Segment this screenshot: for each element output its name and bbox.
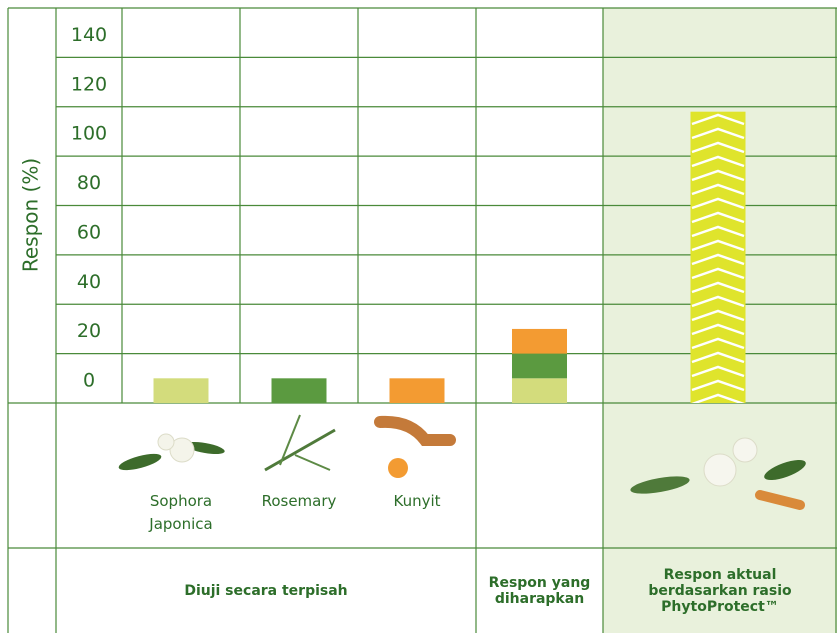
bar [512, 378, 567, 403]
x-tick-label: Sophora Japonica [136, 490, 226, 536]
bar [390, 378, 445, 403]
page: Respon (%) 0 20 40 60 80 100 120 140 Diuji seca… [0, 0, 837, 633]
y-tick-label: 120 [71, 73, 107, 95]
y-tick-label: 0 [83, 370, 95, 392]
y-tick-label: 100 [71, 123, 107, 145]
y-tick-label: 60 [77, 221, 101, 243]
y-tick-label: 80 [77, 172, 101, 194]
bar [272, 378, 327, 403]
bar-pattern [691, 112, 746, 403]
bar [512, 329, 567, 354]
x-tick-label: Kunyit [372, 490, 462, 513]
chart: Respon (%) 0 20 40 60 80 100 120 140 [0, 0, 837, 633]
group-label: Respon aktual berdasarkan rasio PhytoPro… [618, 548, 822, 633]
group-label: Diuji secara terpisah [56, 548, 476, 633]
bar [512, 354, 567, 379]
y-axis-label: Respon (%) [19, 158, 43, 272]
bar [154, 378, 209, 403]
y-tick-label: 140 [71, 24, 107, 46]
y-tick-label: 20 [77, 320, 101, 342]
x-tick-label: Rosemary [254, 490, 344, 513]
group-label: Respon yang diharapkan [486, 548, 593, 633]
y-tick-label: 40 [77, 271, 101, 293]
